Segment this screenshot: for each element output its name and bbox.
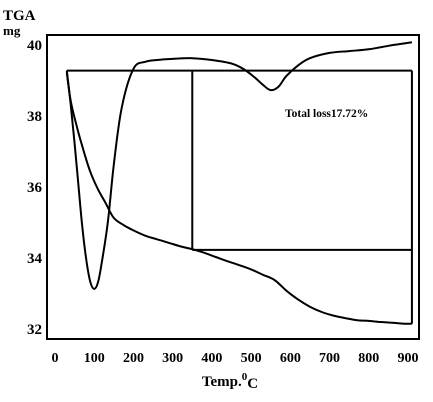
x-tick-label: 200 xyxy=(123,351,144,366)
x-axis-label-unit: C xyxy=(247,376,258,392)
x-axis-label-text: Temp. xyxy=(202,374,242,390)
x-tick-label: 300 xyxy=(162,351,183,366)
x-tick-label: 900 xyxy=(398,351,419,366)
x-axis-label-sup: 0 xyxy=(242,371,248,383)
y-tick-label: 38 xyxy=(27,109,42,125)
x-tick-label: 400 xyxy=(201,351,222,366)
x-tick-label: 100 xyxy=(84,351,105,366)
y-tick-label: 32 xyxy=(27,322,42,338)
y-axis-label: TGA xyxy=(3,8,36,24)
tga-curve xyxy=(65,72,412,325)
y-axis-unit: mg xyxy=(3,23,21,38)
x-tick-label: 600 xyxy=(280,351,301,366)
y-tick-label: 34 xyxy=(27,251,43,267)
data-series xyxy=(65,41,413,325)
y-tick-label: 36 xyxy=(27,180,43,196)
x-tick-label: 700 xyxy=(319,351,340,366)
y-tick-labels: 32 34 36 38 40 xyxy=(27,38,43,338)
x-tick-label: 500 xyxy=(241,351,262,366)
x-tick-labels: 0 100 200 300 400 500 600 700 800 900 xyxy=(52,351,419,366)
y-tick-label: 40 xyxy=(27,38,42,54)
annotation-total-loss: Total loss17.72% xyxy=(285,108,368,120)
x-axis-label: Temp.0C xyxy=(202,371,258,392)
dtg-curve xyxy=(65,41,413,290)
x-tick-label: 800 xyxy=(358,351,379,366)
plot-frame xyxy=(46,34,420,340)
reference-lines xyxy=(66,69,413,324)
x-tick-label: 0 xyxy=(52,351,59,366)
